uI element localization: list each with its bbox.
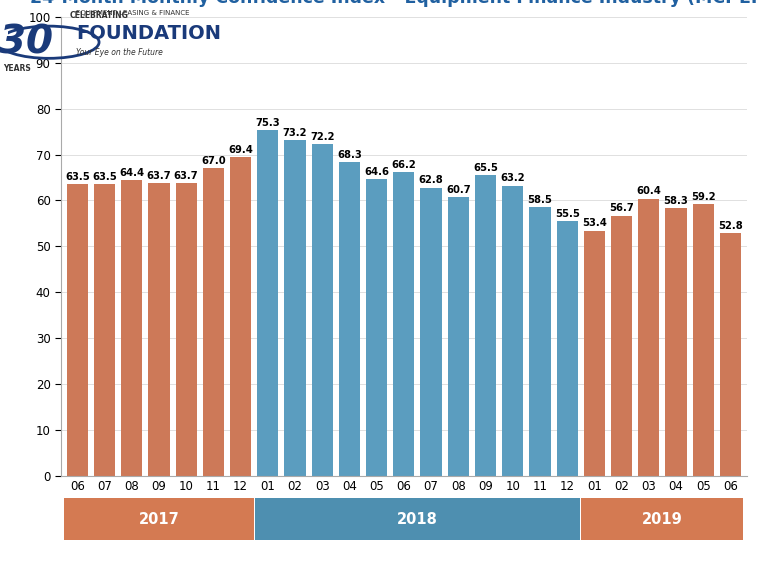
Text: 68.3: 68.3	[337, 150, 362, 160]
Bar	[94, 184, 115, 476]
Bar	[720, 234, 741, 476]
Bar	[393, 172, 415, 476]
Text: Your Eye on the Future: Your Eye on the Future	[76, 48, 163, 57]
Bar	[502, 186, 523, 476]
Bar	[121, 180, 142, 476]
Text: 2017: 2017	[139, 512, 179, 527]
Text: 2018: 2018	[397, 512, 438, 527]
Text: 72.2: 72.2	[310, 132, 335, 142]
Title: 24-Month Monthly Confidence Index - Equipment Finance Industry (MCI-EFI): 24-Month Monthly Confidence Index - Equi…	[30, 0, 762, 7]
Bar	[447, 197, 469, 476]
Bar	[203, 168, 224, 476]
Bar	[638, 199, 659, 476]
Text: 69.4: 69.4	[228, 145, 253, 155]
Text: 62.8: 62.8	[418, 175, 443, 185]
Text: 67.0: 67.0	[201, 156, 226, 166]
Bar	[284, 140, 306, 476]
Bar	[475, 175, 496, 476]
Text: 52.8: 52.8	[718, 221, 743, 231]
Text: 63.7: 63.7	[146, 171, 171, 181]
Text: 75.3: 75.3	[255, 118, 280, 128]
Bar	[366, 180, 387, 476]
Text: 30: 30	[0, 23, 53, 61]
Text: YEARS: YEARS	[3, 64, 30, 73]
Text: 59.2: 59.2	[691, 192, 716, 202]
Text: 63.5: 63.5	[65, 172, 90, 182]
Text: 55.5: 55.5	[555, 209, 580, 219]
Bar	[421, 187, 442, 476]
Bar	[693, 204, 714, 476]
Text: 56.7: 56.7	[609, 203, 634, 213]
Bar	[67, 184, 88, 476]
Text: 58.3: 58.3	[664, 196, 688, 206]
Text: 64.4: 64.4	[119, 168, 144, 178]
Text: EQUIPMENT LEASING & FINANCE: EQUIPMENT LEASING & FINANCE	[76, 10, 190, 16]
Text: 63.7: 63.7	[174, 171, 198, 181]
Bar	[584, 231, 605, 476]
Bar	[230, 157, 251, 476]
Text: 58.5: 58.5	[527, 195, 552, 205]
Text: FOUNDATION: FOUNDATION	[76, 24, 221, 43]
Text: 63.2: 63.2	[501, 173, 525, 184]
Text: 63.5: 63.5	[92, 172, 117, 182]
Text: 73.2: 73.2	[283, 128, 307, 137]
Text: 65.5: 65.5	[473, 163, 498, 173]
Bar	[312, 145, 333, 476]
Bar	[611, 216, 632, 476]
Text: 2019: 2019	[642, 512, 683, 527]
Text: 53.4: 53.4	[582, 218, 607, 229]
Text: 60.7: 60.7	[446, 185, 471, 195]
Bar	[339, 162, 360, 476]
Text: 64.6: 64.6	[364, 167, 389, 177]
Bar	[257, 130, 278, 476]
Bar	[175, 184, 197, 476]
Bar	[665, 208, 687, 476]
Bar	[530, 207, 550, 476]
Text: 66.2: 66.2	[392, 160, 416, 169]
Bar	[149, 184, 169, 476]
Text: 60.4: 60.4	[636, 186, 661, 196]
Bar	[556, 221, 578, 476]
Text: CELEBRATING: CELEBRATING	[69, 11, 128, 20]
